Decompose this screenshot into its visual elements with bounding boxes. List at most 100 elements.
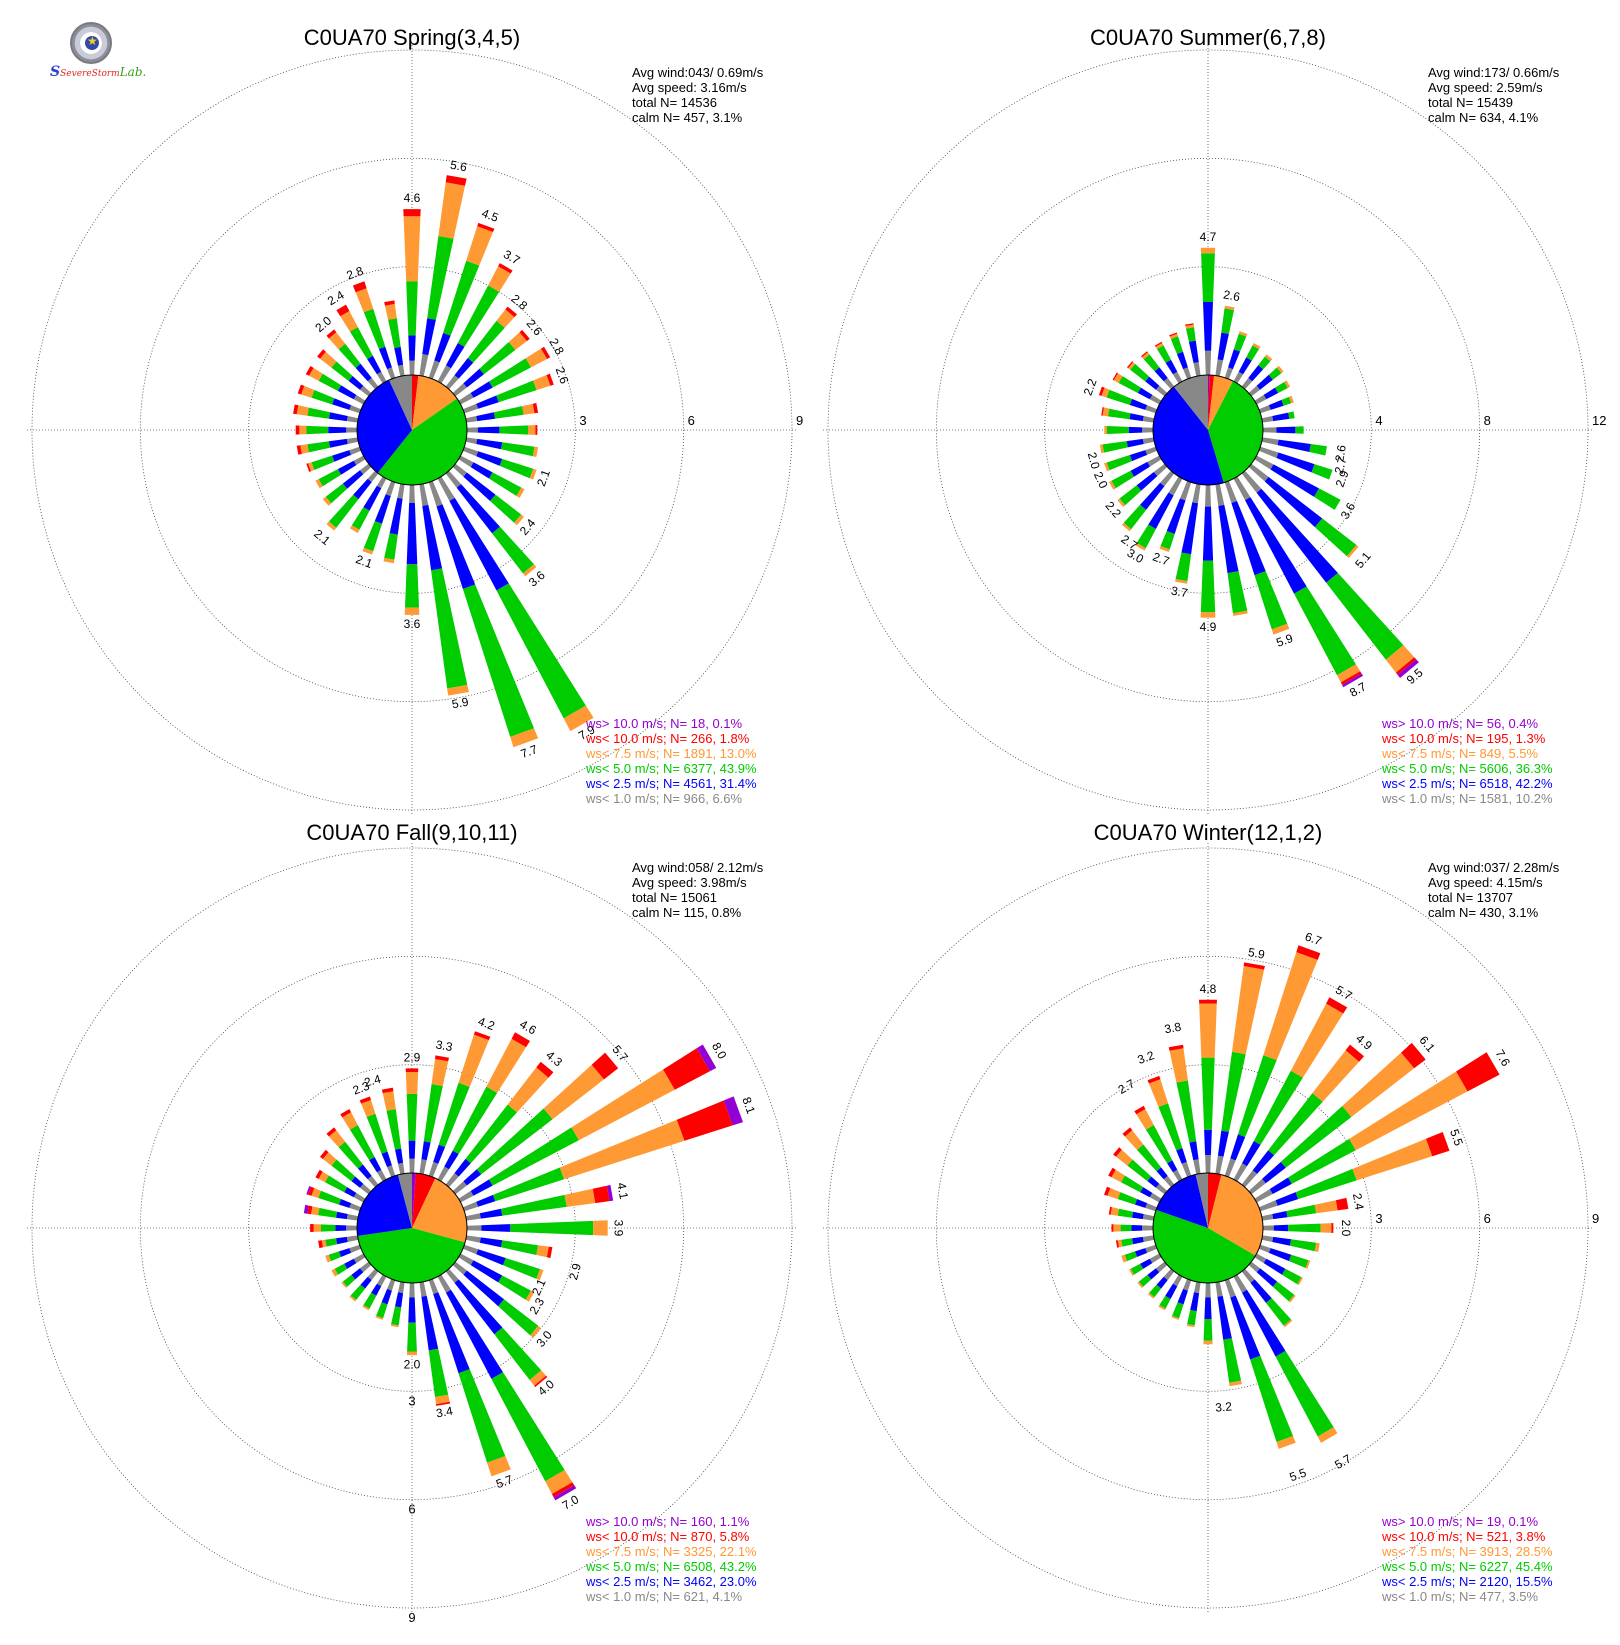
petal-segment: [1135, 542, 1146, 551]
petal-segment: [325, 1175, 348, 1193]
petal-segment: [309, 367, 323, 381]
petal-segment: [1132, 1211, 1144, 1220]
petal-segment: [1163, 1268, 1175, 1281]
petal-segment: [503, 1258, 540, 1279]
petal-segment: [1340, 671, 1362, 685]
petal-segment: [421, 1295, 439, 1351]
petal-segment: [447, 684, 469, 696]
petal-segment: [1102, 441, 1128, 453]
petal-segment: [1109, 480, 1116, 490]
petal-segment: [1159, 1295, 1171, 1309]
petal-segment: [351, 507, 370, 530]
petal-segment: [1145, 446, 1158, 455]
petal-segment: [458, 392, 474, 405]
petal-segment: [1137, 1144, 1162, 1172]
petal-segment: [385, 303, 397, 320]
petal-segment: [1175, 552, 1192, 582]
petal-segment: [476, 412, 496, 422]
petal-segment: [1284, 380, 1291, 388]
petal-segment: [1288, 411, 1295, 419]
petal-segment: [1190, 1292, 1200, 1312]
legend-entry: ws< 7.5 m/s; N= 3325, 22.1%: [585, 1544, 757, 1559]
petal-segment: [1275, 1350, 1334, 1437]
petal-segment: [1129, 398, 1148, 410]
ring-circle: [248, 266, 576, 594]
petal-segment: [1317, 1427, 1338, 1443]
petal-segment: [305, 366, 314, 376]
ring-circle: [1044, 1064, 1372, 1392]
petal-segment: [421, 1141, 431, 1161]
petal-segment: [606, 1184, 614, 1202]
petal-segment: [1261, 416, 1274, 423]
petal-segment: [1203, 302, 1213, 351]
petal-segment: [1148, 1079, 1169, 1107]
petal-segment: [463, 1169, 482, 1186]
petal-label: 7.6: [1492, 1047, 1513, 1069]
petal-segment: [384, 533, 398, 560]
petal-label: 5.9: [1247, 945, 1266, 962]
petal-segment: [490, 494, 522, 523]
petal-segment: [1142, 1225, 1153, 1231]
petal-segment: [470, 1179, 493, 1196]
petal-label: 3.2: [1136, 1048, 1157, 1067]
petal-segment: [467, 427, 478, 433]
petal-segment: [435, 1055, 449, 1062]
petal-segment: [303, 1204, 309, 1214]
petal-segment: [1110, 1207, 1119, 1216]
petal-label: 2.8: [546, 336, 567, 358]
petal-segment: [445, 1268, 459, 1283]
petal-segment: [1215, 359, 1224, 377]
petal-segment: [545, 1470, 573, 1494]
petal-segment: [381, 1288, 392, 1305]
petal-segment: [1270, 464, 1319, 497]
petal-segment: [510, 1220, 594, 1236]
petal-segment: [307, 1205, 313, 1215]
petal-label: 4.9: [1200, 620, 1217, 634]
petal-segment: [296, 405, 309, 416]
petal-segment: [1194, 1281, 1201, 1294]
petal-segment: [1185, 324, 1194, 329]
petal-segment: [359, 463, 372, 475]
petal-segment: [301, 385, 315, 398]
petal-segment: [466, 226, 493, 266]
petal-segment: [1172, 1302, 1184, 1319]
petal-segment: [1145, 376, 1160, 390]
pie-slice: [1208, 1173, 1222, 1228]
petal-segment: [1215, 483, 1225, 506]
petal-segment: [353, 455, 366, 466]
petal-segment: [409, 1283, 415, 1298]
petal-segment: [296, 445, 302, 455]
petal-segment: [1258, 1200, 1278, 1212]
petal-segment: [339, 1199, 352, 1208]
stat-line: Avg wind:173/ 0.66m/s: [1428, 65, 1560, 80]
petal-label: 3.7: [1170, 584, 1189, 601]
petal-segment: [1263, 1225, 1274, 1231]
petal-segment: [1272, 1211, 1288, 1220]
legend-entry: ws< 7.5 m/s; N= 849, 5.5%: [1381, 746, 1539, 761]
pie-slice: [1208, 375, 1215, 430]
petal-segment: [320, 1149, 329, 1159]
petal-segment: [428, 1278, 439, 1295]
petal-segment: [299, 425, 307, 435]
pie-slice: [377, 398, 468, 486]
petal-segment: [1205, 485, 1211, 507]
petal-segment: [452, 383, 467, 397]
petal-segment: [1141, 352, 1150, 360]
petal-segment: [452, 1261, 467, 1275]
pie-slice: [412, 375, 458, 430]
petal-segment: [1309, 444, 1327, 456]
petal-segment: [501, 1240, 539, 1255]
windrose-panel: 3 6 94.65.64.53.72.82.62.82.62.12.43.67.97…: [27, 25, 803, 815]
petal-label: 5.6: [449, 158, 468, 175]
petal-segment: [1108, 1206, 1112, 1215]
petal-segment: [326, 521, 337, 531]
petal-segment: [318, 1190, 341, 1205]
petal-segment: [307, 407, 330, 419]
petal-segment: [1140, 482, 1165, 510]
petal-segment: [388, 318, 401, 348]
petal-label: 5.7: [1333, 983, 1355, 1004]
petal-segment: [1241, 1170, 1258, 1188]
legend-entry: ws< 2.5 m/s; N= 4561, 31.4%: [585, 776, 757, 791]
petal-segment: [1275, 1192, 1299, 1206]
petal-label: 6.1: [1416, 1033, 1438, 1055]
